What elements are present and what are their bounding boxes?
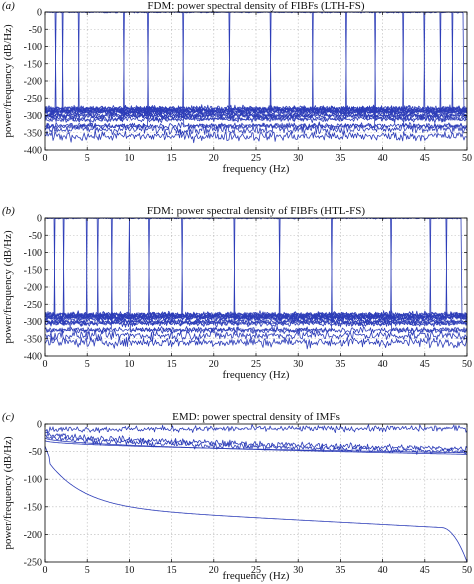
x-tick-label: 5 <box>85 565 90 576</box>
series-line <box>44 11 468 124</box>
x-tick-label: 35 <box>335 359 345 370</box>
y-tick-label: -300 <box>24 111 42 122</box>
chart-panel-1: (a) FDM: power spectral density of FIBFs … <box>2 0 472 175</box>
y-tick-label: -250 <box>24 300 42 311</box>
series-line <box>44 445 468 563</box>
x-tick-label: 10 <box>124 359 134 370</box>
x-tick-label: 50 <box>462 153 472 164</box>
y-tick-label: 0 <box>37 214 42 225</box>
x-tick-label: 25 <box>251 565 261 576</box>
series-line <box>44 328 468 343</box>
y-tick-label: -100 <box>24 248 42 259</box>
x-tick-label: 45 <box>420 153 430 164</box>
panel-label: (b) <box>2 205 15 217</box>
series-line <box>44 11 468 120</box>
series-line <box>44 217 468 319</box>
chart-title: EMD: power spectral density of IMFs <box>172 411 340 423</box>
series-line <box>44 431 468 452</box>
series-line <box>45 424 468 434</box>
y-axis-label: power/frequency (dB/Hz) <box>2 24 14 138</box>
x-tick-label: 0 <box>43 153 48 164</box>
x-tick-label: 5 <box>85 153 90 164</box>
x-tick-label: 15 <box>167 565 177 576</box>
x-tick-label: 0 <box>43 565 48 576</box>
chart-panel-2: (b) FDM: power spectral density of FIBFs … <box>2 205 472 381</box>
series-line <box>44 11 468 130</box>
x-tick-label: 35 <box>335 565 345 576</box>
x-tick-label: 20 <box>209 565 219 576</box>
y-tick-label: -200 <box>24 77 42 88</box>
series-group <box>44 11 468 144</box>
grid <box>45 424 467 562</box>
x-axis-label: frequency (Hz) <box>223 369 290 381</box>
x-tick-label: 30 <box>293 153 303 164</box>
series-line <box>44 217 468 328</box>
y-tick-label: 0 <box>37 420 42 431</box>
y-tick-label: -150 <box>24 59 42 70</box>
series-line <box>44 217 468 335</box>
x-tick-label: 45 <box>420 359 430 370</box>
series-line <box>44 217 468 328</box>
y-tick-label: -100 <box>24 42 42 53</box>
y-tick-label: -300 <box>24 317 42 328</box>
series-line <box>44 440 467 454</box>
series-line <box>44 123 468 136</box>
y-axis-label: power/frequency (dB/Hz) <box>2 436 14 550</box>
series-line <box>44 11 468 117</box>
x-tick-label: 30 <box>293 565 303 576</box>
y-tick-label: -50 <box>29 25 42 36</box>
x-tick-label: 15 <box>167 359 177 370</box>
chart-title: FDM: power spectral density of FIBFs (LT… <box>147 0 364 12</box>
panel-label: (c) <box>2 411 15 423</box>
x-tick-label: 15 <box>167 153 177 164</box>
x-tick-label: 25 <box>251 153 261 164</box>
y-tick-label: -50 <box>29 231 42 242</box>
y-tick-label: -350 <box>24 334 42 345</box>
x-axis-label: frequency (Hz) <box>223 163 290 175</box>
x-tick-label: 45 <box>420 565 430 576</box>
y-tick-label: -150 <box>24 265 42 276</box>
series-group <box>44 217 468 350</box>
series-line <box>44 11 468 130</box>
x-tick-label: 10 <box>124 565 134 576</box>
y-tick-label: -400 <box>24 352 42 363</box>
x-tick-label: 50 <box>462 359 472 370</box>
series-group <box>44 424 468 563</box>
x-tick-label: 5 <box>85 359 90 370</box>
x-tick-label: 0 <box>43 359 48 370</box>
x-tick-label: 40 <box>378 565 388 576</box>
chart-title: FDM: power spectral density of FIBFs (HT… <box>147 205 365 217</box>
x-tick-label: 35 <box>335 153 345 164</box>
y-tick-label: -400 <box>24 146 42 157</box>
y-tick-label: -50 <box>29 447 42 458</box>
series-line <box>44 11 468 113</box>
x-tick-label: 10 <box>124 153 134 164</box>
x-tick-label: 40 <box>378 359 388 370</box>
x-tick-label: 20 <box>209 359 219 370</box>
y-axis-label: power/frequency (dB/Hz) <box>2 230 14 344</box>
chart-panel-3: (c) EMD: power spectral density of IMFs 0 5… <box>2 411 472 582</box>
y-tick-label: -100 <box>24 475 42 486</box>
y-tick-label: -250 <box>24 94 42 105</box>
x-axis-label: frequency (Hz) <box>223 570 290 582</box>
x-tick-label: 30 <box>293 359 303 370</box>
y-tick-label: 0 <box>37 8 42 19</box>
x-tick-label: 40 <box>378 153 388 164</box>
series-line <box>44 129 468 144</box>
y-tick-label: -350 <box>24 128 42 139</box>
x-tick-label: 25 <box>251 359 261 370</box>
y-tick-label: -250 <box>24 558 42 569</box>
x-tick-label: 50 <box>462 565 472 576</box>
series-line <box>44 335 468 350</box>
y-tick-label: -150 <box>24 502 42 513</box>
y-tick-label: -200 <box>24 530 42 541</box>
x-tick-label: 20 <box>209 153 219 164</box>
series-line <box>44 217 468 323</box>
panel-label: (a) <box>2 0 15 12</box>
y-tick-label: -200 <box>24 283 42 294</box>
